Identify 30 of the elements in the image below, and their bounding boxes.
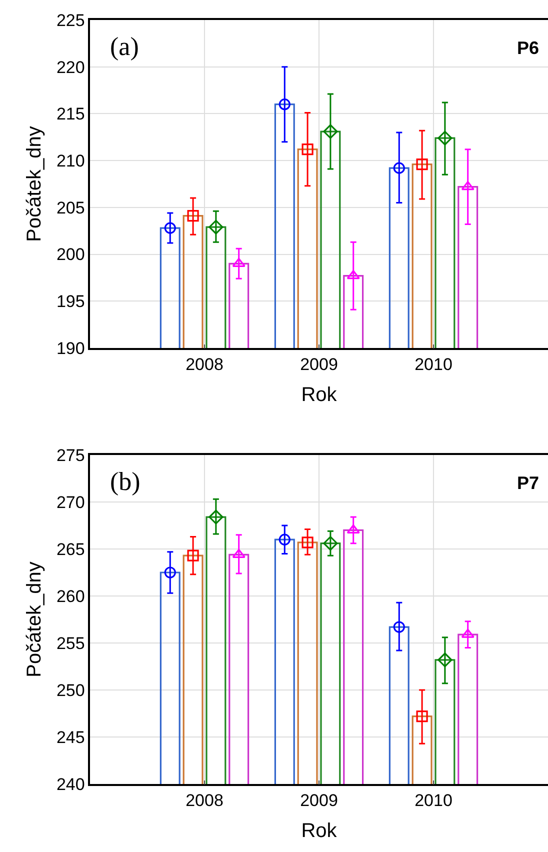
- annotation: P7: [517, 473, 540, 493]
- annotation: (b): [110, 467, 140, 496]
- annotation: P6: [517, 38, 540, 58]
- x-tick-label: 2009: [300, 791, 338, 810]
- y-axis-title: Počátek_dny: [23, 562, 46, 678]
- y-tick-label: 255: [56, 634, 85, 653]
- y-tick-label: 270: [56, 492, 85, 512]
- x-tick-label: 2009: [300, 355, 338, 374]
- x-tick-label: 2008: [186, 355, 224, 374]
- y-tick-label: 275: [56, 446, 85, 465]
- y-tick-label: 220: [56, 58, 85, 77]
- x-tick-label: 2010: [414, 355, 452, 374]
- x-tick-label: 2008: [186, 791, 224, 810]
- y-tick-label: 240: [56, 774, 85, 794]
- x-axis-title: Rok: [301, 820, 338, 842]
- y-tick-label: 200: [56, 245, 85, 264]
- y-tick-label: 260: [56, 586, 85, 606]
- y-tick-label: 210: [56, 152, 85, 171]
- y-axis-title: Počátek_dny: [23, 126, 46, 242]
- y-tick-label: 205: [56, 198, 85, 218]
- x-tick-label: 2010: [414, 791, 452, 810]
- annotation: (a): [110, 32, 139, 61]
- y-tick-label: 245: [56, 728, 85, 747]
- y-tick-label: 215: [56, 104, 85, 124]
- y-tick-label: 225: [56, 10, 85, 30]
- x-axis-title: Rok: [301, 384, 338, 406]
- y-tick-label: 195: [56, 292, 85, 312]
- y-tick-label: 250: [56, 680, 85, 700]
- y-tick-label: 190: [56, 338, 85, 358]
- y-tick-label: 265: [56, 540, 85, 559]
